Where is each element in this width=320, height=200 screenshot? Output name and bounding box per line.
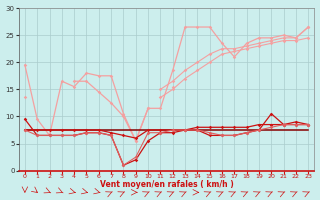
X-axis label: Vent moyen/en rafales ( km/h ): Vent moyen/en rafales ( km/h )	[100, 180, 234, 189]
